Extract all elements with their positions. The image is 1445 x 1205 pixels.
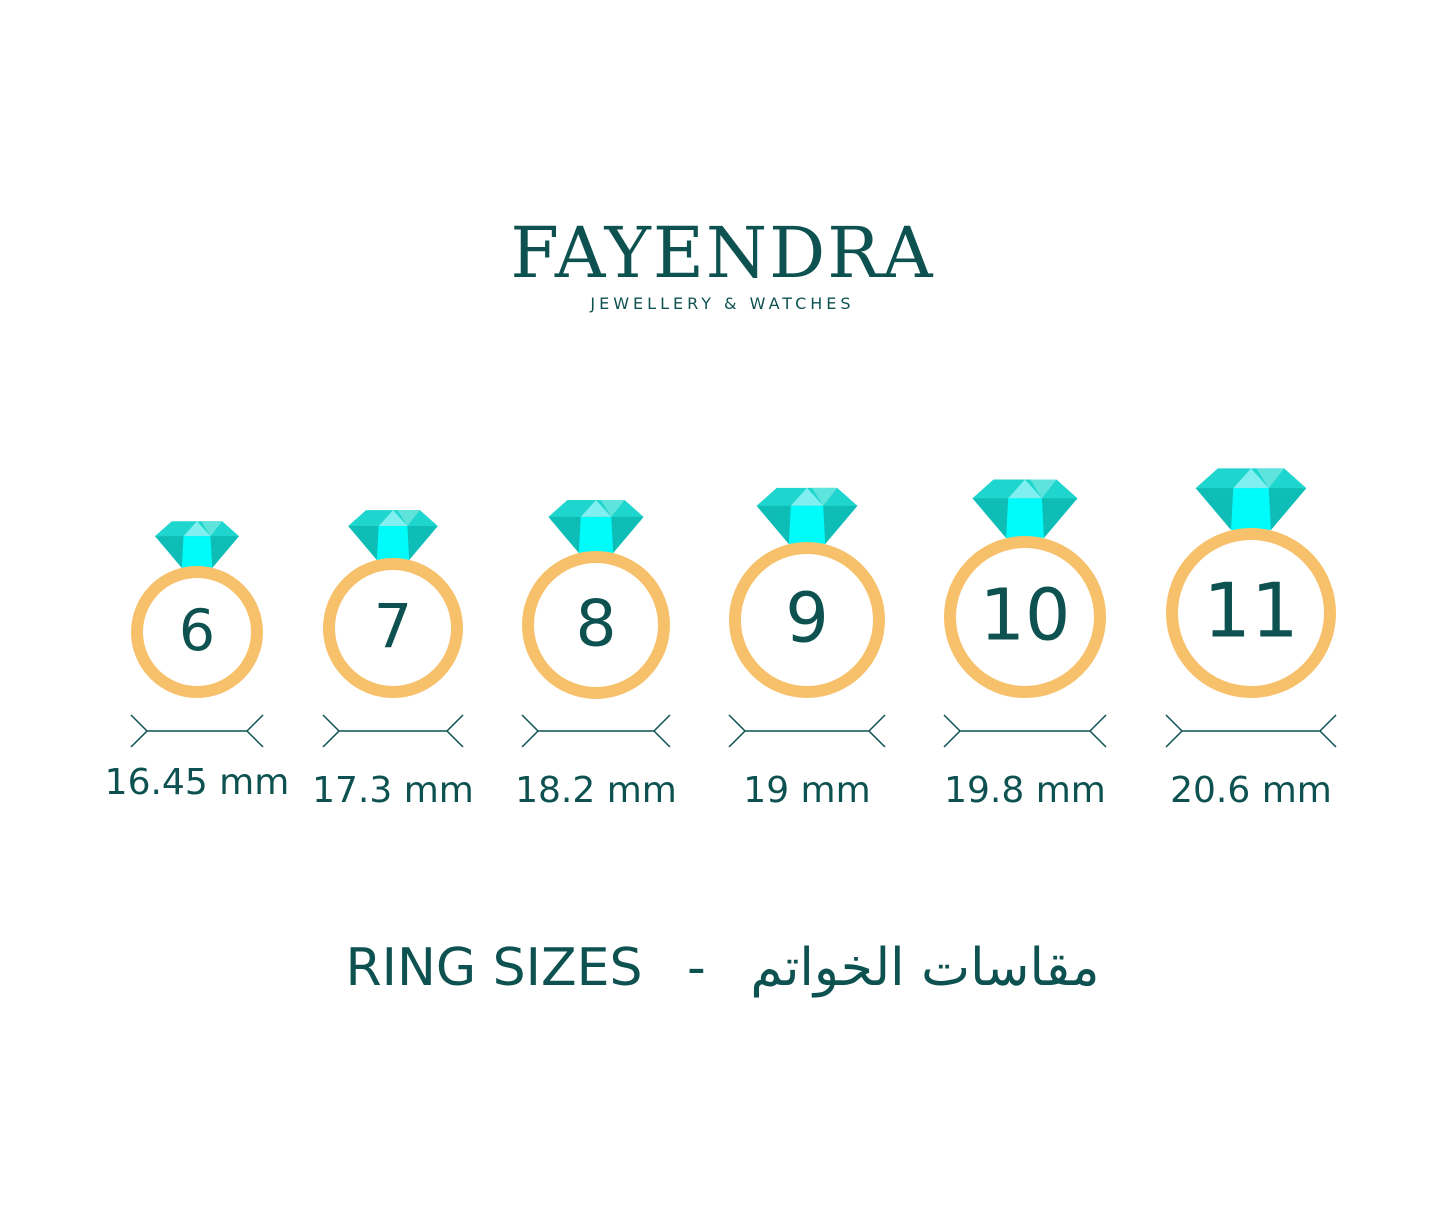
brand-logo-name: FAYENDRA: [510, 212, 935, 294]
title-arabic: مقاسات الخواتم: [750, 938, 1100, 998]
ring-size-number: 10: [980, 574, 1071, 657]
ring-band: [323, 558, 463, 698]
ring-diameter-label: 19.8 mm: [944, 770, 1106, 811]
gem-facet: [1268, 488, 1307, 530]
ring-diameter-label: 16.45 mm: [105, 762, 290, 803]
arrow-line: [130, 714, 264, 748]
ring-size-number: 7: [374, 592, 413, 662]
diamond-icon: [972, 479, 1078, 538]
gem-facet: [1006, 498, 1044, 538]
gem-facet: [1008, 479, 1042, 499]
arrow-line: [943, 714, 1107, 748]
gem-facet: [578, 516, 614, 553]
gem-facet: [611, 516, 644, 553]
gem-facet: [407, 526, 438, 560]
ring-size-9: 9 19 mm: [728, 487, 886, 811]
diameter-arrow-icon: [1165, 714, 1337, 748]
gem-facet: [348, 526, 379, 560]
gem-facet: [580, 499, 612, 517]
gem-facet: [1195, 488, 1234, 530]
brand-logo-tagline: JEWELLERY & WATCHES: [590, 294, 855, 313]
gem-facet: [183, 521, 211, 537]
title-separator: -: [687, 938, 706, 998]
gem-facet: [181, 536, 213, 568]
gem-facet: [376, 526, 410, 560]
ring-size-11: 11 20.6 mm: [1165, 468, 1337, 811]
gem-facet: [812, 487, 838, 506]
ring-diameter-label: 19 mm: [743, 770, 870, 811]
diamond-icon: [348, 510, 438, 560]
ring-size-number: 6: [179, 598, 215, 664]
diameter-arrow-icon: [130, 714, 264, 748]
gem-facet: [378, 510, 408, 527]
diamond-icon: [756, 487, 858, 544]
ring-diameter-label: 18.2 mm: [515, 770, 677, 811]
ring-diameter-label: 17.3 mm: [312, 770, 474, 811]
diamond-icon: [155, 521, 239, 568]
ring-diameter-label: 20.6 mm: [1170, 770, 1332, 811]
diameter-arrow-icon: [728, 714, 886, 748]
title-english: RING SIZES: [345, 938, 643, 998]
diamond-icon: [548, 499, 644, 553]
ring-size-6: 6 16.45 mm: [105, 521, 290, 803]
ring-band: [1166, 528, 1336, 698]
gem-facet: [210, 536, 239, 568]
ring-size-number: 9: [785, 580, 829, 659]
arrow-line: [322, 714, 464, 748]
diamond-icon: [1195, 468, 1307, 530]
ring-size-7: 7 17.3 mm: [312, 510, 474, 811]
gem-facet: [1041, 498, 1078, 538]
ring-size-8: 8 18.2 mm: [515, 499, 677, 811]
arrow-line: [728, 714, 886, 748]
gem-facet: [1256, 468, 1285, 489]
gem-facet: [397, 510, 420, 527]
ring-size-10: 10 19.8 mm: [943, 479, 1107, 811]
arrow-line: [1165, 714, 1337, 748]
gem-facet: [600, 499, 625, 517]
gem-facet: [1231, 488, 1271, 530]
ring-sizes-title: RING SIZES - مقاسات الخواتم: [0, 938, 1445, 998]
ring-size-number: 11: [1203, 567, 1299, 655]
gem-facet: [201, 521, 223, 537]
gem-facet: [548, 516, 581, 553]
diameter-arrow-icon: [322, 714, 464, 748]
ring-band: [729, 542, 885, 698]
ring-size-number: 8: [575, 586, 616, 661]
gem-facet: [1233, 468, 1269, 489]
gem-facet: [790, 487, 824, 506]
diameter-arrow-icon: [943, 714, 1107, 748]
ring-band: [131, 566, 263, 698]
gem-facet: [155, 536, 184, 568]
diameter-arrow-icon: [521, 714, 671, 748]
gem-facet: [823, 505, 858, 544]
gem-facet: [756, 505, 791, 544]
ring-band: [944, 536, 1106, 698]
ring-band: [522, 551, 670, 699]
arrow-line: [521, 714, 671, 748]
gem-facet: [972, 498, 1009, 538]
gem-facet: [1030, 479, 1057, 499]
gem-facet: [788, 505, 826, 544]
